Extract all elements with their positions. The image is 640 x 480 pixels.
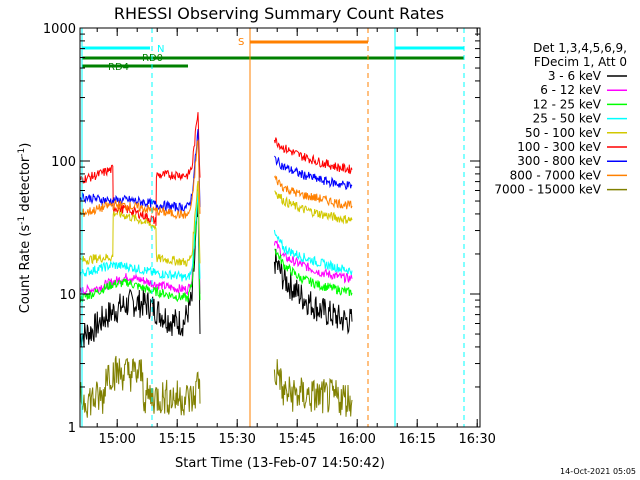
series-line-6-part2 — [274, 155, 353, 191]
flag-label: RD4 — [108, 62, 129, 73]
series-line-1-part2 — [273, 239, 353, 284]
y-tick-label: 100 — [51, 155, 76, 170]
x-tick-label: 15:15 — [158, 432, 195, 447]
axes-layer: 15:00 15:15 15:30 15:45 16:00 16:15 16:30 1 10 10… — [43, 22, 496, 447]
y-tick-label: 1 — [68, 421, 76, 436]
timestamp: 14-Oct-2021 05:05 — [560, 467, 636, 476]
y-tick-label: 1000 — [43, 22, 76, 37]
y-tick-label: 10 — [59, 288, 76, 303]
legend-entry-label: 25 - 50 keV — [533, 112, 602, 126]
series-line-6 — [79, 129, 201, 213]
legend-header-line: FDecim 1, Att 0 — [534, 55, 627, 69]
x-tick-label: 16:30 — [458, 432, 495, 447]
flag-label: N — [157, 44, 164, 55]
x-tick-label: 15:30 — [218, 432, 255, 447]
series-line-0 — [79, 192, 201, 348]
y-axis-label-part: detector — [18, 156, 33, 216]
legend-entry-label: 800 - 7000 keV — [510, 168, 602, 182]
series-line-2-part2 — [274, 248, 353, 297]
plot-frame — [79, 27, 481, 428]
legend: Det 1,3,4,5,6,9,FDecim 1, Att 03 - 6 keV… — [494, 41, 627, 197]
legend-entry-label: 7000 - 15000 keV — [494, 183, 601, 197]
flag-label: RD0 — [142, 53, 163, 64]
series-line-3-part2 — [273, 229, 353, 276]
x-axis-label: Start Time (13-Feb-07 14:50:42) — [175, 456, 385, 471]
flag-label: S — [238, 37, 244, 48]
series-line-1 — [79, 190, 201, 297]
series-line-4-part2 — [274, 190, 353, 225]
legend-entry-label: 50 - 100 keV — [525, 126, 602, 140]
legend-entry-label: 100 - 300 keV — [517, 140, 601, 154]
x-tick-label: 15:45 — [278, 432, 315, 447]
series-line-5-part2 — [273, 137, 353, 175]
y-axis-label-part: ) — [18, 143, 33, 148]
legend-entry-label: 6 - 12 keV — [540, 83, 602, 97]
legend-header-line: Det 1,3,4,5,6,9, — [533, 41, 627, 55]
series-line-8-part2 — [273, 359, 353, 417]
legend-entry-label: 300 - 800 keV — [517, 154, 601, 168]
legend-entry-label: 3 - 6 keV — [548, 69, 602, 83]
y-axis-label-sup: -1 — [17, 148, 27, 157]
x-tick-label: 15:00 — [98, 432, 135, 447]
legend-entry-label: 12 - 25 keV — [533, 97, 602, 111]
series-line-5 — [79, 112, 201, 226]
x-tick-label: 16:15 — [398, 432, 435, 447]
series-line-4 — [79, 180, 201, 267]
chart-title: RHESSI Observing Summary Count Rates — [114, 4, 444, 23]
series-line-7 — [79, 139, 201, 220]
series-line-3 — [79, 191, 201, 282]
y-axis-label: Count Rate (s-1 detector-1) — [17, 143, 33, 314]
series-line-8 — [79, 355, 201, 418]
series-line-7-part2 — [273, 175, 353, 210]
series-line-0-part2 — [273, 248, 353, 335]
y-axis-label-sup: -1 — [17, 216, 27, 225]
series-line-2 — [79, 188, 201, 303]
series-layer — [79, 112, 353, 418]
y-axis-label-part: Count Rate (s — [18, 225, 33, 314]
x-tick-label: 16:00 — [338, 432, 375, 447]
